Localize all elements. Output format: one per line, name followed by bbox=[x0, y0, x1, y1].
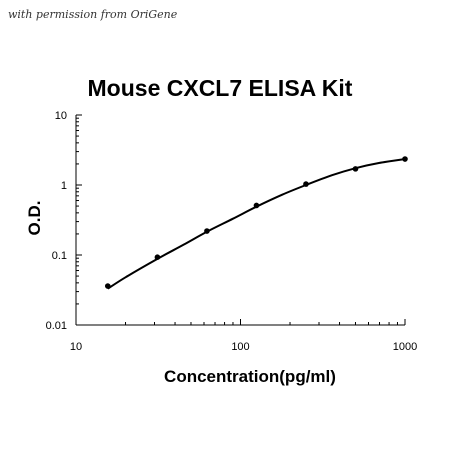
data-point bbox=[154, 254, 161, 261]
x-tick-label: 10 bbox=[70, 341, 82, 353]
y-axis-title: O.D. bbox=[25, 201, 44, 236]
y-tick-label: 0.1 bbox=[52, 250, 67, 262]
permission-credit: with permission from OriGene bbox=[8, 8, 178, 21]
data-point bbox=[303, 181, 309, 187]
data-point bbox=[352, 166, 359, 172]
x-tick-label: 1000 bbox=[393, 341, 417, 353]
data-point bbox=[402, 156, 408, 162]
y-tick-label: 1 bbox=[61, 180, 67, 192]
y-tick-label: 10 bbox=[55, 110, 67, 122]
x-axis-title: Concentration(pg/ml) bbox=[164, 367, 336, 386]
x-tick-label: 100 bbox=[231, 341, 249, 353]
data-point bbox=[204, 228, 210, 234]
chart-title: Mouse CXCL7 ELISA Kit bbox=[88, 75, 353, 101]
data-point bbox=[253, 202, 260, 209]
y-tick-label: 0.01 bbox=[46, 320, 67, 332]
standard-curve-line bbox=[107, 158, 406, 290]
data-point bbox=[104, 283, 111, 289]
